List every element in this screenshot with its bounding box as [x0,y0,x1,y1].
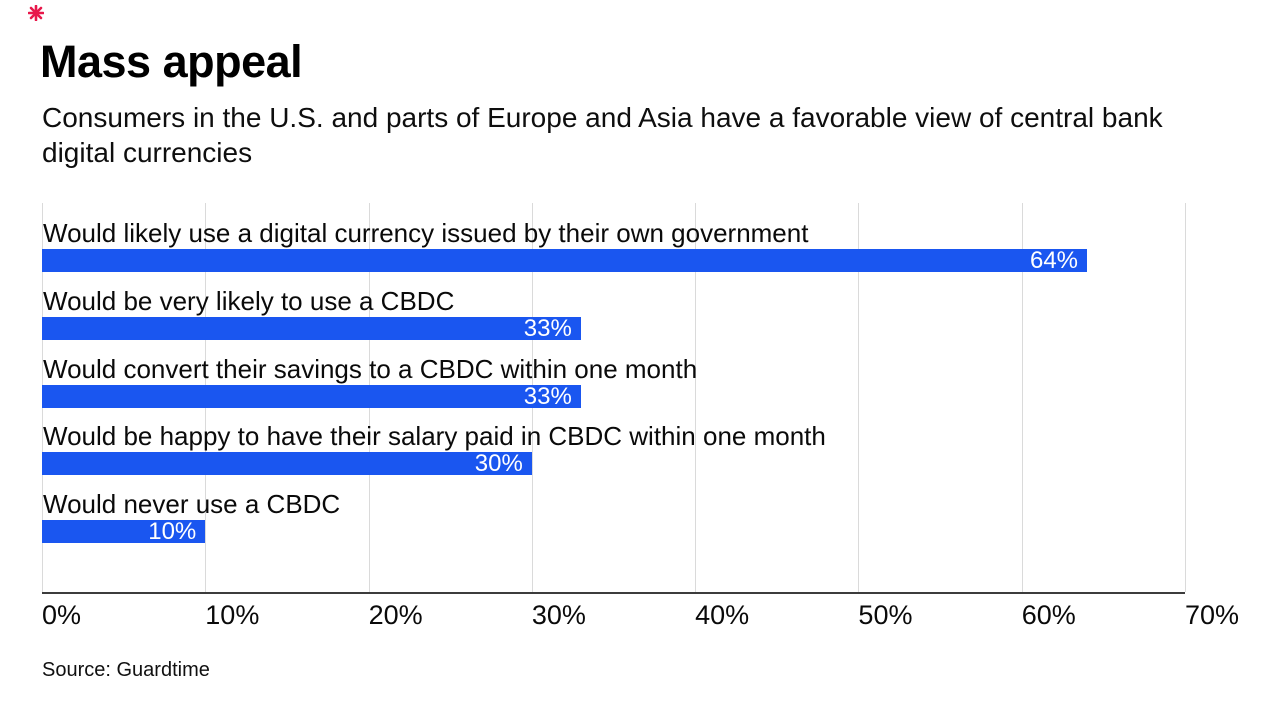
plot-area: Would likely use a digital currency issu… [42,203,1186,594]
x-tick-label: 60% [1021,600,1076,630]
bar: 64% [42,247,1088,274]
bar: 30% [42,450,532,478]
asterisk-brand-mark-icon [27,4,45,22]
bar-category-label: Would be very likely to use a CBDC [43,285,455,316]
bar-value-label: 33% [523,382,572,410]
bar: 33% [42,314,581,342]
bar-value-label: 10% [148,518,197,545]
bar-value-label: 64% [1029,247,1079,274]
bar-category-label: Would never use a CBDC [43,489,341,519]
bar-value-label: 33% [523,314,572,342]
x-axis: 0% 10% 20% 30% 40% 50% 60% 70% [0,600,1280,636]
gridline [858,203,860,592]
bar-category-label: Would likely use a digital currency issu… [43,218,809,248]
bar-category-label: Would convert their savings to a CBDC wi… [43,353,698,384]
bar-category-label: Would be happy to have their salary paid… [43,421,826,452]
bar-value-label: 30% [474,450,523,478]
x-tick-label: 10% [205,600,260,630]
x-tick-label: 20% [368,600,423,630]
gridline [695,203,697,592]
bar: 33% [42,382,581,410]
x-tick-label: 70% [1185,600,1240,630]
x-tick-label: 50% [858,600,913,630]
x-tick-label: 40% [695,600,750,630]
gridline [1185,203,1186,592]
source-note: Source: Guardtime [42,659,210,681]
bar: 10% [42,518,206,545]
chart-subtitle: Consumers in the U.S. and parts of Europ… [42,102,1163,168]
x-tick-label: 30% [531,600,586,630]
gridline [1021,203,1023,592]
x-tick-label: 0% [42,600,82,630]
chart-title: Mass appeal [40,36,303,87]
